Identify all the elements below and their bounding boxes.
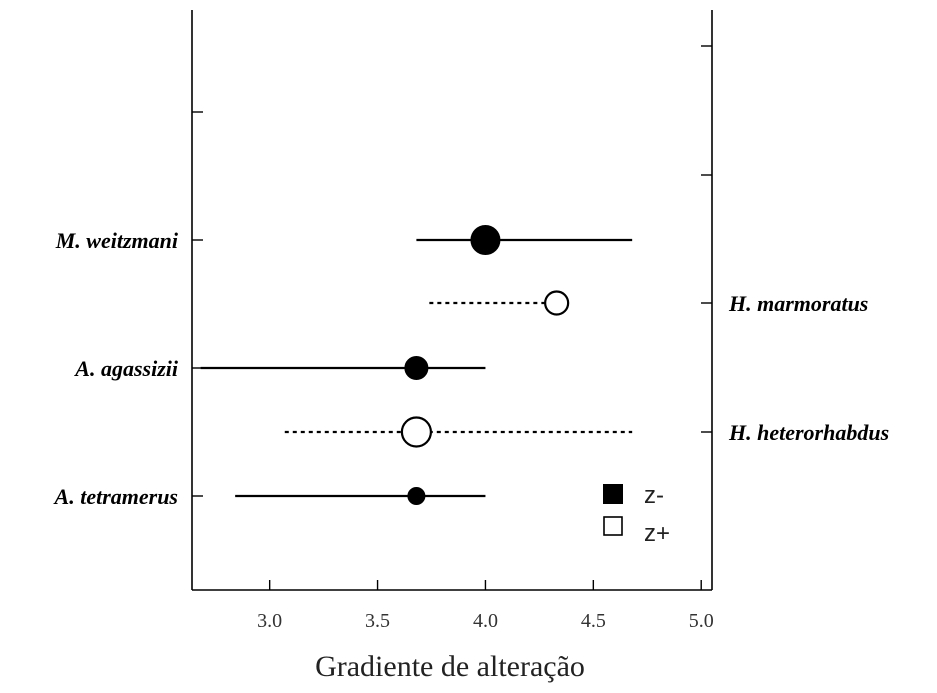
x-tick-label: 5.0 <box>689 610 714 632</box>
chart-axes <box>191 10 713 591</box>
point-markers <box>400 225 570 505</box>
filled-point-marker <box>407 487 426 505</box>
x-tick-label: 3.5 <box>365 610 390 632</box>
legend-marker-z-plus <box>603 516 623 536</box>
x-ticks: 3.0 3.5 4.0 4.5 5.0 <box>257 580 714 632</box>
x-axis-title: Gradiente de alteração <box>315 650 585 683</box>
x-tick-label: 4.0 <box>473 610 498 632</box>
species-label: H. heterorhabdus <box>728 420 889 445</box>
x-tick-label: 4.5 <box>581 610 606 632</box>
y-ticks <box>192 45 712 497</box>
open-point-marker <box>400 416 432 448</box>
species-label: M. weitzmani <box>55 228 179 253</box>
species-label: H. marmoratus <box>728 291 868 316</box>
legend-marker-z-minus <box>603 484 623 504</box>
filled-point-marker <box>470 225 501 255</box>
open-point-marker <box>544 290 570 316</box>
legend-label-z-plus: z+ <box>644 520 670 547</box>
x-tick-label: 3.0 <box>257 610 282 632</box>
species-label: A. tetramerus <box>53 484 178 509</box>
species-label: A. agassizii <box>73 356 179 381</box>
species-labels: M. weitzmani H. marmoratus A. agassizii H. … <box>53 228 890 509</box>
filled-point-marker <box>404 356 429 380</box>
legend: z- z+ <box>603 482 670 547</box>
interval-lines <box>200 238 633 498</box>
legend-label-z-minus: z- <box>644 482 664 509</box>
